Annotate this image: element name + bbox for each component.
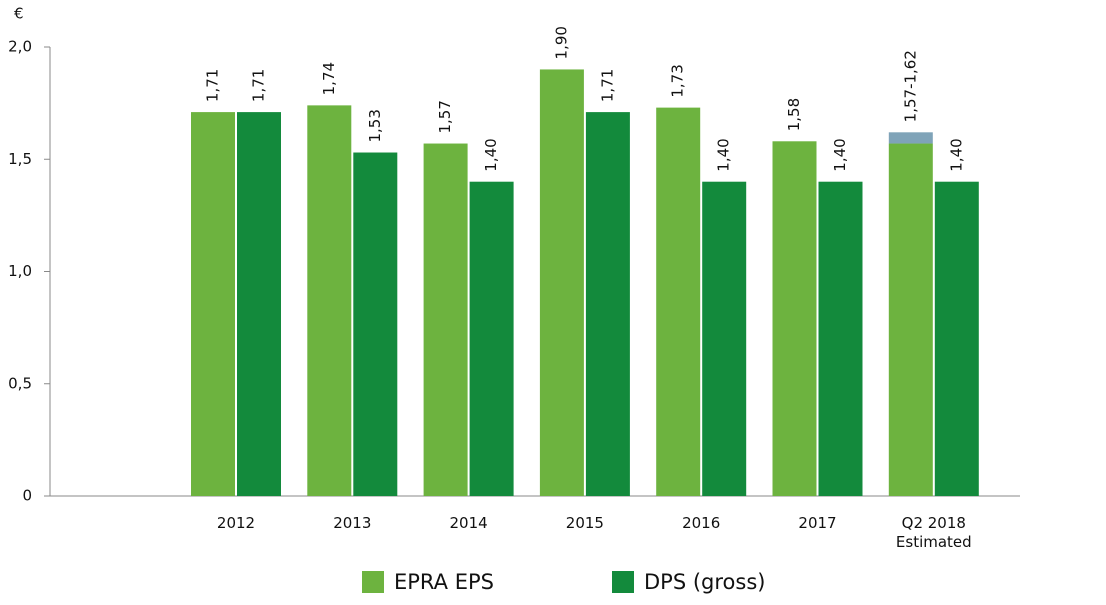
bar [888, 132, 933, 144]
bar [353, 152, 398, 496]
value-label: 1,40 [715, 138, 733, 171]
bar [539, 69, 584, 496]
legend-label: DPS (gross) [644, 570, 765, 594]
y-tick-label: 0 [22, 487, 32, 505]
y-tick-label: 2,0 [8, 38, 32, 56]
x-tick-label: 2012 [216, 514, 256, 532]
y-tick-label: 1,5 [8, 150, 32, 168]
value-label: 1,40 [831, 138, 849, 171]
bar [818, 181, 863, 496]
value-label: 1,57-1,62 [901, 50, 919, 122]
x-tick-label: 2017 [798, 514, 837, 532]
x-tick-label: 2016 [682, 514, 721, 532]
value-label: 1,71 [204, 69, 222, 102]
y-tick-label: 0,5 [8, 374, 32, 392]
bar [585, 112, 630, 496]
x-tick-label: Q2 2018 Estimated [895, 514, 972, 551]
value-label: 1,58 [785, 98, 803, 131]
legend-label: EPRA EPS [394, 570, 494, 594]
legend-swatch [612, 571, 634, 593]
bar [888, 143, 933, 496]
value-label: 1,74 [320, 62, 338, 95]
y-tick-label: 1,0 [8, 262, 32, 280]
value-label: 1,57 [436, 100, 454, 133]
bar [237, 112, 281, 496]
unit-label: € [14, 5, 24, 23]
bar [934, 181, 979, 496]
value-label: 1,53 [366, 109, 384, 142]
value-label: 1,71 [598, 69, 616, 102]
x-tick-label: 2014 [449, 514, 488, 532]
bar [307, 105, 352, 497]
bar [423, 143, 468, 496]
x-tick-label: 2015 [565, 514, 604, 532]
legend-swatch [362, 571, 384, 593]
value-label: 1,40 [947, 138, 965, 171]
value-label: 1,73 [669, 64, 687, 97]
value-label: 1,71 [250, 69, 268, 102]
x-tick-label: 2013 [333, 514, 372, 532]
bar [191, 112, 235, 496]
bar [702, 181, 747, 496]
bar [772, 141, 817, 497]
value-label: 1,40 [482, 138, 500, 171]
bar [469, 181, 514, 496]
value-label: 1,90 [552, 26, 570, 59]
bar [656, 107, 701, 497]
